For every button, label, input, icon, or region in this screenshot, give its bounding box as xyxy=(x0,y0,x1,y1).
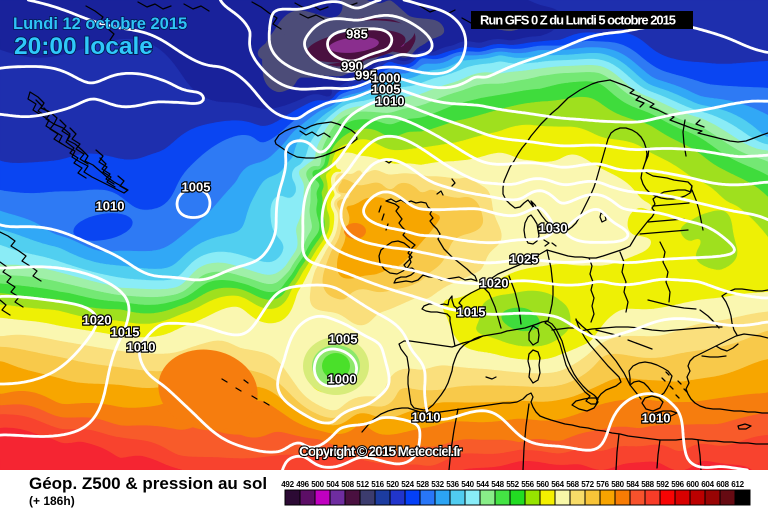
svg-text:1020: 1020 xyxy=(83,313,112,328)
svg-text:544: 544 xyxy=(476,480,489,489)
svg-text:Lundi 12 octobre 2015: Lundi 12 octobre 2015 xyxy=(13,15,187,33)
svg-text:Géop. Z500 & pression au sol: Géop. Z500 & pression au sol xyxy=(29,474,267,493)
svg-text:604: 604 xyxy=(701,480,714,489)
svg-text:20:00 locale: 20:00 locale xyxy=(14,33,153,60)
svg-text:588: 588 xyxy=(641,480,654,489)
svg-text:592: 592 xyxy=(656,480,669,489)
svg-text:524: 524 xyxy=(401,480,414,489)
svg-text:1010: 1010 xyxy=(376,94,405,109)
svg-text:1010: 1010 xyxy=(96,199,125,214)
svg-text:492: 492 xyxy=(281,480,294,489)
svg-text:Run GFS 0 Z du Lundi 5 octobre: Run GFS 0 Z du Lundi 5 octobre 2015 xyxy=(480,13,676,28)
svg-text:995: 995 xyxy=(355,68,377,83)
svg-text:1010: 1010 xyxy=(642,411,671,426)
svg-text:552: 552 xyxy=(506,480,519,489)
svg-text:500: 500 xyxy=(311,480,324,489)
svg-text:1005: 1005 xyxy=(182,180,211,195)
svg-text:560: 560 xyxy=(536,480,549,489)
svg-text:1005: 1005 xyxy=(372,82,401,97)
svg-text:508: 508 xyxy=(341,480,354,489)
svg-text:516: 516 xyxy=(371,480,384,489)
svg-text:1005: 1005 xyxy=(329,332,358,347)
svg-text:990: 990 xyxy=(341,59,363,74)
svg-text:528: 528 xyxy=(416,480,429,489)
svg-text:496: 496 xyxy=(296,480,309,489)
svg-text:564: 564 xyxy=(551,480,564,489)
svg-text:596: 596 xyxy=(671,480,684,489)
svg-text:1000: 1000 xyxy=(372,71,401,86)
svg-text:568: 568 xyxy=(566,480,579,489)
svg-text:1025: 1025 xyxy=(510,252,539,267)
svg-text:608: 608 xyxy=(716,480,729,489)
svg-text:548: 548 xyxy=(491,480,504,489)
svg-text:(+ 186h): (+ 186h) xyxy=(29,494,75,508)
svg-text:540: 540 xyxy=(461,480,474,489)
svg-text:532: 532 xyxy=(431,480,444,489)
svg-text:Copyright © 2015 Meteociel.fr: Copyright © 2015 Meteociel.fr xyxy=(299,443,463,459)
svg-text:1015: 1015 xyxy=(457,305,486,320)
svg-text:572: 572 xyxy=(581,480,594,489)
svg-text:600: 600 xyxy=(686,480,699,489)
svg-text:1020: 1020 xyxy=(480,276,509,291)
svg-text:612: 612 xyxy=(731,480,744,489)
svg-text:520: 520 xyxy=(386,480,399,489)
svg-text:512: 512 xyxy=(356,480,369,489)
svg-text:536: 536 xyxy=(446,480,459,489)
svg-text:1010: 1010 xyxy=(127,340,156,355)
svg-text:580: 580 xyxy=(611,480,624,489)
svg-text:576: 576 xyxy=(596,480,609,489)
svg-text:584: 584 xyxy=(626,480,639,489)
svg-text:556: 556 xyxy=(521,480,534,489)
svg-text:504: 504 xyxy=(326,480,339,489)
svg-text:1000: 1000 xyxy=(328,372,357,387)
svg-text:1010: 1010 xyxy=(412,410,441,425)
svg-text:1030: 1030 xyxy=(539,221,568,236)
svg-text:985: 985 xyxy=(346,27,368,42)
svg-text:1015: 1015 xyxy=(111,325,140,340)
